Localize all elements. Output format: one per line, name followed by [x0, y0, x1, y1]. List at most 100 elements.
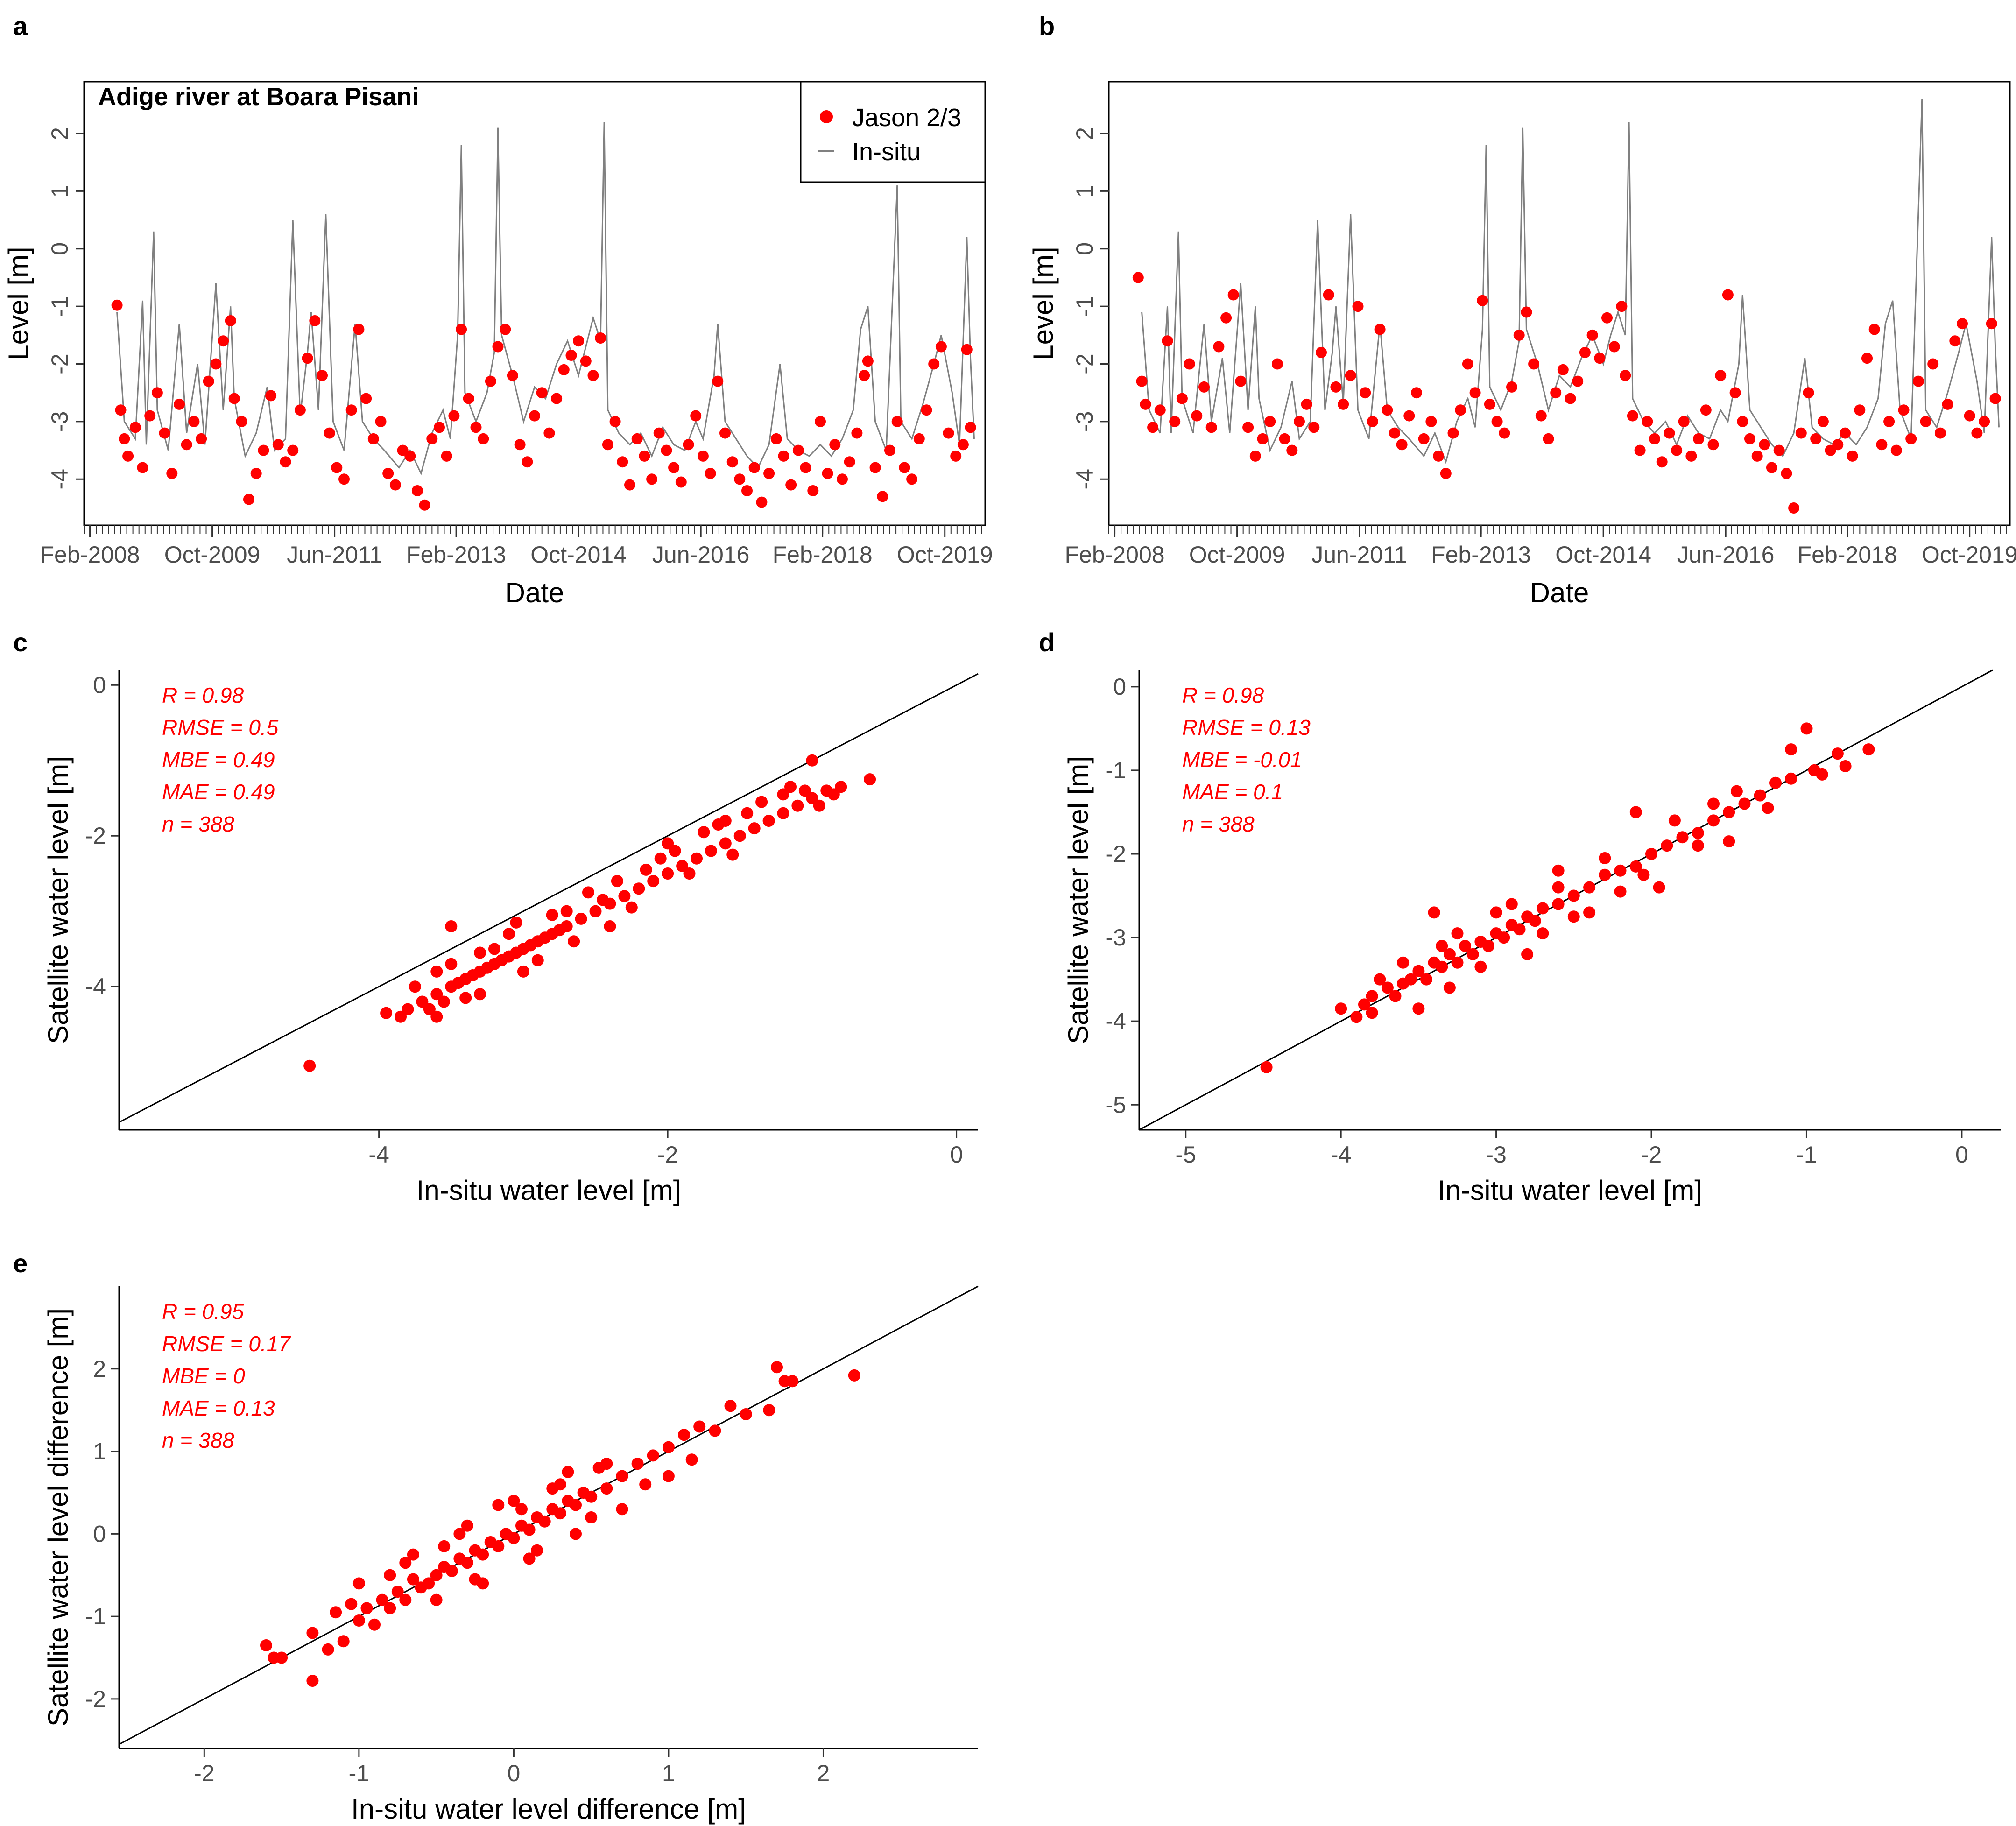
data-point [159, 427, 170, 439]
stat-line: R = 0.95 [162, 1299, 244, 1324]
panel-a: a Feb-2008 Oct-2009 Jun-2011 Feb-2013 Oct-201… [3, 11, 993, 608]
data-point [806, 792, 818, 804]
data-point [402, 1003, 414, 1015]
data-point [693, 1420, 706, 1433]
data-point [631, 1458, 644, 1470]
data-point [618, 890, 631, 902]
data-point [705, 845, 717, 857]
data-point [633, 882, 645, 895]
data-point [570, 1528, 582, 1540]
data-point [683, 439, 694, 451]
data-point [1831, 747, 1844, 760]
data-point [477, 1548, 489, 1561]
data-point [928, 358, 940, 370]
y-tick-label: -2 [1106, 841, 1126, 867]
data-point [1418, 433, 1430, 444]
data-point [756, 496, 768, 508]
data-point [784, 781, 797, 793]
data-point [302, 353, 313, 364]
x-tick-label: 0 [950, 1142, 963, 1168]
data-point [445, 958, 458, 970]
data-point [1205, 422, 1217, 433]
data-point [306, 1675, 319, 1687]
data-point [1664, 427, 1675, 439]
data-point [411, 485, 423, 496]
plot-frame [83, 81, 986, 526]
data-point [306, 1627, 319, 1639]
data-point [798, 784, 811, 797]
one-to-one-line [119, 1285, 979, 1745]
data-point [1620, 370, 1631, 381]
data-point [1404, 973, 1417, 986]
data-point [280, 456, 291, 468]
data-point [589, 905, 602, 917]
data-point [1567, 889, 1580, 902]
data-point [1535, 410, 1547, 422]
data-point [647, 1449, 659, 1462]
data-point [733, 830, 746, 842]
x-tick-label: Oct-2009 [1189, 542, 1285, 568]
data-point [1498, 931, 1510, 944]
y-tick-label: 0 [93, 1521, 106, 1547]
data-point [1529, 915, 1541, 927]
data-point [1169, 416, 1181, 427]
data-point [891, 416, 903, 427]
data-point [568, 935, 580, 948]
y-tick-label: 0 [93, 672, 106, 698]
data-point [1840, 427, 1851, 439]
data-point [844, 456, 855, 468]
data-point [324, 427, 335, 439]
data-point [474, 988, 486, 1001]
data-point [1905, 433, 1917, 444]
data-point [748, 822, 761, 835]
stat-line: MBE = -0.01 [1182, 747, 1302, 772]
data-point [560, 905, 573, 917]
x-tick-label: 0 [1955, 1142, 1968, 1168]
data-point [1477, 295, 1488, 306]
data-point [827, 788, 840, 801]
data-point [536, 387, 548, 399]
data-point [950, 450, 962, 462]
data-point [1785, 743, 1797, 756]
data-point [1257, 433, 1269, 444]
data-point [203, 375, 214, 387]
data-point [585, 1490, 598, 1503]
data-point [712, 375, 724, 387]
data-point [510, 916, 522, 929]
data-point [1451, 927, 1464, 940]
data-point [1572, 375, 1584, 387]
data-point [690, 410, 702, 422]
x-tick-label: -1 [1796, 1142, 1817, 1168]
data-point [430, 1569, 443, 1581]
data-point [294, 404, 306, 416]
data-point [423, 1003, 436, 1015]
data-point [1579, 346, 1591, 358]
data-point [1557, 364, 1569, 375]
data-point [1942, 398, 1953, 410]
data-point [1308, 422, 1320, 433]
data-point [835, 781, 847, 793]
data-point [407, 1548, 419, 1561]
stat-line: RMSE = 0.17 [162, 1332, 291, 1356]
data-point [1436, 940, 1448, 952]
data-point [724, 1400, 737, 1412]
y-tick-label: -1 [85, 1603, 106, 1629]
data-point [1599, 852, 1611, 864]
data-point [543, 427, 555, 439]
data-point [631, 433, 643, 444]
data-point [1521, 306, 1532, 318]
data-point [1816, 768, 1828, 781]
data-point [389, 479, 401, 491]
data-point [807, 485, 819, 496]
data-point [456, 324, 467, 335]
x-axis-title: Date [505, 577, 564, 608]
y-tick-label: -4 [1071, 469, 1098, 489]
data-point [469, 1573, 481, 1586]
x-tick-label: Jun-2016 [652, 542, 750, 568]
data-point [1490, 906, 1502, 919]
data-point [399, 1557, 412, 1569]
data-point [1707, 797, 1720, 810]
data-point [662, 867, 674, 880]
panel-d: d -5 -4 -3 -2 -1 0 -5 -4 -3 -2 -1 0 In-situ water lev… [1039, 627, 2001, 1206]
